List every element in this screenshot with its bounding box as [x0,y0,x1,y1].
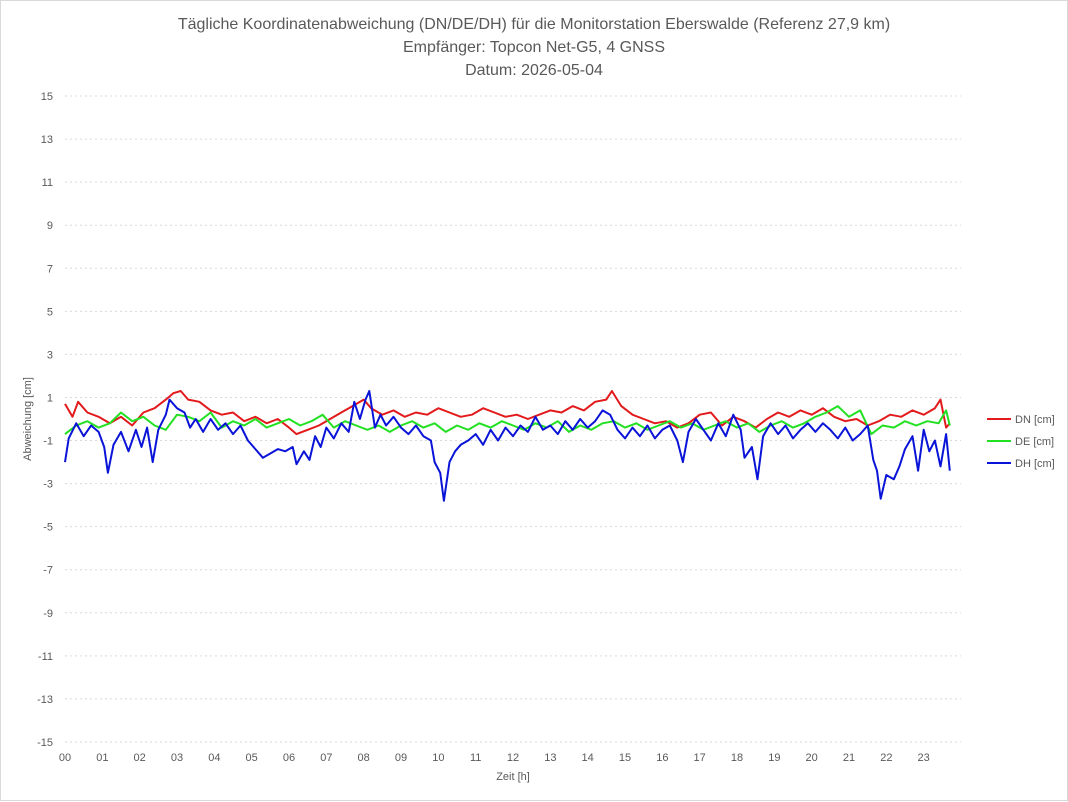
x-tick-label: 12 [507,752,519,764]
legend-entry: DN [cm] [1015,414,1055,426]
gridlines [65,95,961,743]
chart-title-line-3: Datum: 2026-05-04 [465,62,603,79]
x-tick-label: 17 [694,752,706,764]
y-tick-label: 5 [47,306,53,318]
x-tick-label: 16 [656,752,668,764]
x-tick-label: 14 [582,752,594,764]
x-tick-label: 06 [283,752,295,764]
x-tick-label: 07 [320,752,332,764]
x-tick-label: 05 [246,752,258,764]
x-tick-label: 15 [619,752,631,764]
y-tick-label: -15 [37,737,53,749]
x-tick-label: 13 [544,752,556,764]
x-tick-label: 19 [768,752,780,764]
y-tick-label: 7 [47,263,53,275]
x-tick-label: 01 [96,752,108,764]
legend-entry: DE [cm] [1015,436,1054,448]
y-tick-label: 15 [41,91,53,103]
y-axis-ticks: 15 13 11 9 7 5 3 1 -1 -3 -5 -7 -9 -11 -13 -15 [37,91,53,749]
x-tick-label: 08 [358,752,370,764]
x-tick-label: 10 [432,752,444,764]
y-tick-label: -11 [38,651,53,663]
y-tick-label: -3 [43,479,53,491]
y-tick-label: -9 [43,608,53,620]
x-axis-ticks: 00 01 02 03 04 05 06 07 08 09 10 11 12 13 14 15 16 17 18 19… [59,752,930,764]
x-tick-label: 23 [918,752,930,764]
y-tick-label: -1 [43,436,53,448]
y-tick-label: -5 [43,522,53,534]
x-axis-label: Zeit [h] [496,771,530,783]
y-tick-label: 13 [41,134,53,146]
x-tick-label: 11 [470,752,481,764]
x-tick-label: 02 [134,752,146,764]
x-tick-label: 00 [59,752,71,764]
y-tick-label: 3 [47,349,53,361]
y-axis-label: Abweichung [cm] [22,377,34,461]
x-tick-label: 20 [806,752,818,764]
series-line-dn [64,390,951,436]
x-tick-label: 18 [731,752,743,764]
legend-entry: DH [cm] [1015,458,1055,470]
x-tick-label: 03 [171,752,183,764]
series-line-de [64,405,951,436]
chart-title-line-1: Tägliche Koordinatenabweichung (DN/DE/DH… [178,16,890,33]
y-tick-label: 11 [42,177,53,189]
x-tick-label: 21 [843,752,855,764]
x-tick-label: 04 [208,752,220,764]
y-tick-label: -7 [43,565,53,577]
y-tick-label: -13 [37,694,53,706]
y-tick-label: 9 [47,220,53,232]
x-tick-label: 22 [880,752,892,764]
series-line-dh [64,390,951,502]
y-tick-label: 1 [47,392,53,404]
chart-title-line-2: Empfänger: Topcon Net-G5, 4 GNSS [403,39,665,56]
x-tick-label: 09 [395,752,407,764]
plot-area [64,390,951,502]
legend: DN [cm] DE [cm] DH [cm] [987,414,1055,470]
